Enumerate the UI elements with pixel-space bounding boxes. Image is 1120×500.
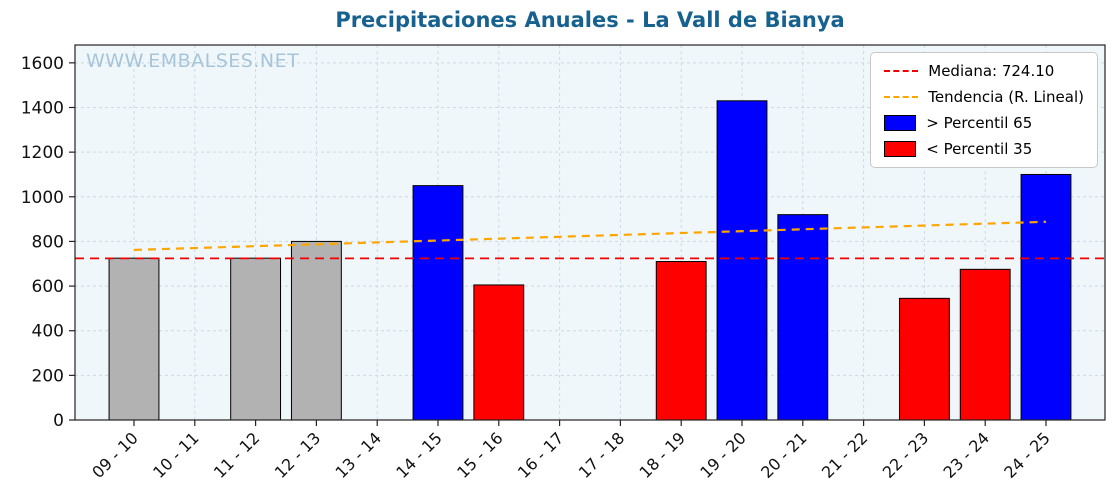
- x-tick-label: 15 - 16: [453, 428, 507, 482]
- percentil35-swatch: [884, 141, 917, 157]
- trend-line: [133, 220, 1047, 252]
- x-tick-label: 11 - 12: [210, 428, 264, 482]
- x-tick-label: 20 - 21: [757, 428, 811, 482]
- plot-border: [74, 44, 1106, 421]
- y-tick-label: 1200: [21, 143, 64, 163]
- y-tick-label: 600: [32, 277, 64, 297]
- legend-p65-label: > Percentil 65: [926, 114, 1033, 132]
- bar-22-23: [898, 297, 950, 421]
- legend-item-median: Mediana: 724.10: [884, 62, 1084, 80]
- bar-19-20: [716, 100, 768, 421]
- x-tick-label: 18 - 19: [636, 428, 690, 482]
- x-tick-label: 22 - 23: [879, 428, 933, 482]
- bar-15-16: [473, 284, 525, 421]
- trend-line-sample: [884, 96, 919, 98]
- x-tick-label: 14 - 15: [392, 428, 446, 482]
- legend-item-p35: < Percentil 35: [884, 140, 1084, 158]
- y-tick-label: 1000: [21, 188, 64, 208]
- legend-trend-label: Tendencia (R. Lineal): [928, 88, 1084, 106]
- x-tick-label: 24 - 25: [1000, 428, 1054, 482]
- legend-item-trend: Tendencia (R. Lineal): [884, 88, 1084, 106]
- chart-title: Precipitaciones Anuales - La Vall de Bia…: [335, 8, 845, 32]
- bar-18-19: [655, 261, 707, 421]
- x-tick-label: 23 - 24: [940, 428, 994, 482]
- bar-14-15: [412, 185, 464, 421]
- legend-median-label: Mediana: 724.10: [928, 62, 1055, 80]
- y-tick-label: 400: [32, 322, 64, 342]
- y-tick-label: 0: [53, 411, 64, 431]
- legend: Mediana: 724.10 Tendencia (R. Lineal) > …: [870, 52, 1098, 168]
- x-tick-label: 09 - 10: [88, 428, 142, 482]
- x-tick-label: 12 - 13: [271, 428, 325, 482]
- bar-11-12: [230, 257, 282, 421]
- bar-23-24: [959, 268, 1011, 421]
- x-tick-label: 19 - 20: [696, 428, 750, 482]
- y-tick-label: 1600: [21, 54, 64, 74]
- bar-24-25: [1020, 173, 1072, 421]
- x-tick-label: 17 - 18: [575, 428, 629, 482]
- y-tick-label: 200: [32, 366, 64, 386]
- y-tick-label: 800: [32, 232, 64, 252]
- median-line-sample: [884, 70, 919, 72]
- bar-09-10: [108, 257, 160, 421]
- x-tick-label: 21 - 22: [818, 428, 872, 482]
- legend-p35-label: < Percentil 35: [926, 140, 1033, 158]
- x-tick-label: 13 - 14: [332, 428, 386, 482]
- x-tick-label: 16 - 17: [514, 428, 568, 482]
- percentil65-swatch: [884, 115, 917, 131]
- legend-item-p65: > Percentil 65: [884, 114, 1084, 132]
- bar-12-13: [290, 240, 342, 421]
- bar-20-21: [777, 214, 829, 421]
- watermark: WWW.EMBALSES.NET: [86, 50, 300, 72]
- y-tick-label: 1400: [21, 99, 64, 119]
- x-tick-label: 10 - 11: [149, 428, 203, 482]
